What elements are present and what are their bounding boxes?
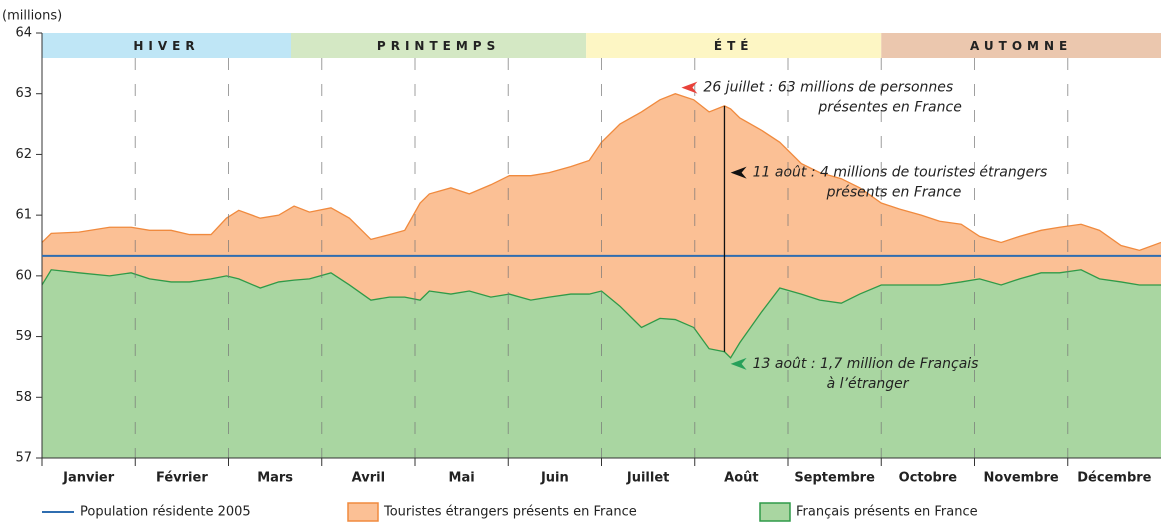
annotation-text: présents en France: [826, 185, 962, 201]
legend-label: Touristes étrangers présents en France: [383, 505, 637, 520]
y-axis-label: (millions): [2, 9, 62, 24]
annotation-arrow: [681, 81, 698, 94]
annotation-arrow: [730, 166, 747, 179]
y-tick-label: 58: [15, 390, 32, 405]
x-tick-label: Novembre: [984, 471, 1059, 486]
x-tick-label: Août: [724, 471, 758, 486]
season-label: PRINTEMPS: [377, 39, 500, 53]
x-tick-label: Mars: [257, 471, 293, 486]
annotation-text: à l’étranger: [827, 376, 910, 392]
annotation-text: 26 juillet : 63 millions de personnes: [703, 80, 953, 96]
season-band: [881, 33, 1161, 58]
y-tick-label: 63: [15, 86, 32, 101]
season-label: AUTOMNE: [970, 39, 1072, 53]
series-area: [42, 269, 1161, 458]
y-tick-label: 57: [15, 451, 32, 466]
season-band: [586, 33, 882, 58]
annotation-text: 11 août : 4 millions de touristes étrang…: [753, 165, 1048, 181]
x-tick-label: Décembre: [1077, 471, 1151, 486]
y-tick-label: 59: [15, 329, 32, 344]
season-band: [291, 33, 587, 58]
annotation-arrow: [730, 357, 747, 370]
x-tick-label: Janvier: [62, 471, 115, 486]
y-tick-label: 62: [15, 147, 32, 162]
y-tick-label: 64: [15, 26, 32, 41]
annotation-text: présentes en France: [817, 100, 961, 116]
legend-swatch: [759, 502, 791, 522]
x-tick-label: Avril: [352, 471, 385, 486]
legend-swatch: [347, 502, 379, 522]
y-tick-label: 61: [15, 208, 32, 223]
x-tick-label: Mai: [449, 471, 475, 486]
legend-label: Français présents en France: [796, 505, 978, 520]
y-tick-label: 60: [15, 268, 32, 283]
series-line: [41, 269, 1161, 359]
x-tick-label: Octobre: [899, 471, 958, 486]
x-tick-label: Février: [156, 471, 208, 486]
x-tick-label: Juillet: [626, 471, 670, 486]
annotation-text: 13 août : 1,7 million de Français: [753, 356, 979, 372]
legend-label: Population résidente 2005: [80, 505, 251, 520]
season-label: ÉTÉ: [714, 38, 754, 53]
x-tick-label: Juin: [540, 471, 569, 486]
season-label: HIVER: [133, 39, 199, 53]
x-tick-label: Septembre: [794, 471, 875, 486]
season-band: [42, 33, 292, 58]
